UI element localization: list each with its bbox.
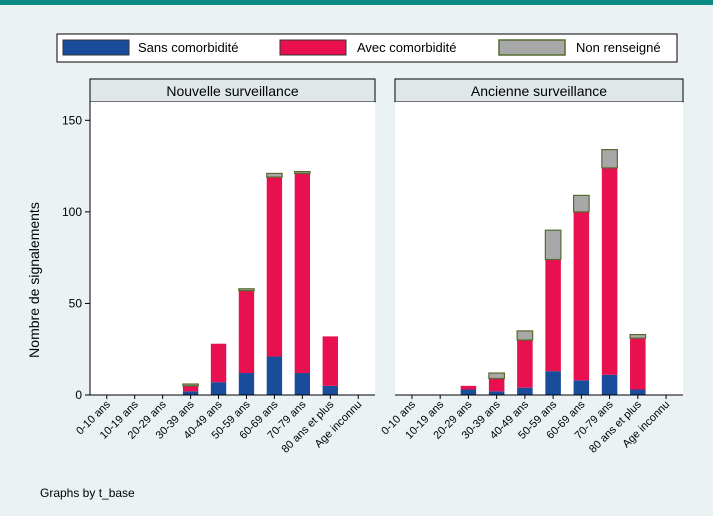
chart-svg: Sans comorbidité Avec comorbidité Non re… <box>26 33 684 500</box>
bar-avec-comorbidite-60-69-ans <box>266 177 283 357</box>
bar-non-renseigne-50-59-ans <box>544 229 562 261</box>
y-tick-label: 50 <box>69 296 83 310</box>
legend: Sans comorbidité Avec comorbidité Non re… <box>56 33 678 63</box>
bar-sans-comorbidite-80-ans-et-plus <box>630 389 646 395</box>
bar-non-renseigne-40-49-ans <box>516 330 534 341</box>
bar-avec-comorbidite-80-ans-et-plus <box>630 338 646 390</box>
y-tick-label: 100 <box>62 205 82 219</box>
bar-sans-comorbidite-30-39-ans <box>182 391 199 395</box>
bar-sans-comorbidite-20-29-ans <box>460 389 477 395</box>
bar-non-renseigne-30-39-ans <box>182 383 199 387</box>
bar-sans-comorbidite-70-79-ans <box>294 373 311 395</box>
bar-avec-comorbidite-30-39-ans <box>182 385 199 392</box>
bar-sans-comorbidite-60-69-ans <box>266 356 283 395</box>
bar-non-renseigne-30-39-ans <box>488 372 506 380</box>
bar-avec-comorbidite-60-69-ans <box>573 211 590 381</box>
bar-avec-comorbidite-70-79-ans <box>294 173 311 374</box>
legend-swatch-non-renseigne <box>498 39 566 56</box>
bar-non-renseigne-70-79-ans <box>601 149 618 169</box>
bar-sans-comorbidite-80-ans-et-plus <box>322 385 338 395</box>
bar-sans-comorbidite-30-39-ans <box>488 391 505 395</box>
legend-label-sans-comorbidite: Sans comorbidité <box>138 40 238 55</box>
bar-sans-comorbidite-50-59-ans <box>238 373 255 395</box>
bar-non-renseigne-60-69-ans <box>266 172 283 178</box>
y-axis-label: Nombre de signalements <box>26 202 42 358</box>
bar-sans-comorbidite-40-49-ans <box>517 387 533 395</box>
bar-avec-comorbidite-40-49-ans <box>210 343 227 383</box>
graphs-by-note: Graphs by t_base <box>40 486 135 500</box>
bar-non-renseigne-70-79-ans <box>294 170 311 175</box>
panel-nouvelle-surveillance: Nouvelle surveillance 0 50 100 150 0-10 ans… <box>62 78 376 456</box>
legend-label-avec-comorbidite: Avec comorbidité <box>357 40 456 55</box>
bar-avec-comorbidite-30-39-ans <box>488 378 505 392</box>
bar-non-renseigne-60-69-ans <box>572 194 590 213</box>
bar-avec-comorbidite-50-59-ans <box>545 259 561 372</box>
y-tick-label: 150 <box>62 113 82 127</box>
bar-sans-comorbidite-40-49-ans <box>210 382 227 395</box>
legend-swatch-avec-comorbidite <box>279 39 347 56</box>
legend-swatch-sans-comorbidite <box>62 39 130 56</box>
bar-sans-comorbidite-50-59-ans <box>545 371 561 395</box>
bars <box>460 149 647 395</box>
panel-title-ancienne-surveillance: Ancienne surveillance <box>471 83 607 99</box>
bar-avec-comorbidite-40-49-ans <box>517 340 533 388</box>
bar-avec-comorbidite-80-ans-et-plus <box>322 336 338 386</box>
bar-avec-comorbidite-20-29-ans <box>460 385 477 390</box>
bars <box>182 170 338 395</box>
bar-sans-comorbidite-60-69-ans <box>573 380 590 395</box>
panel-title-nouvelle-surveillance: Nouvelle surveillance <box>166 83 299 99</box>
y-axis-ticks: 0 50 100 150 <box>62 102 91 402</box>
bar-non-renseigne-80-ans-et-plus <box>629 333 647 339</box>
legend-box <box>56 33 678 63</box>
bar-avec-comorbidite-70-79-ans <box>601 167 618 375</box>
bar-avec-comorbidite-50-59-ans <box>238 290 255 374</box>
bar-non-renseigne-50-59-ans <box>238 288 255 292</box>
y-tick-label: 0 <box>75 388 82 402</box>
legend-label-non-renseigne: Non renseigné <box>576 40 661 55</box>
bar-sans-comorbidite-70-79-ans <box>601 374 618 395</box>
